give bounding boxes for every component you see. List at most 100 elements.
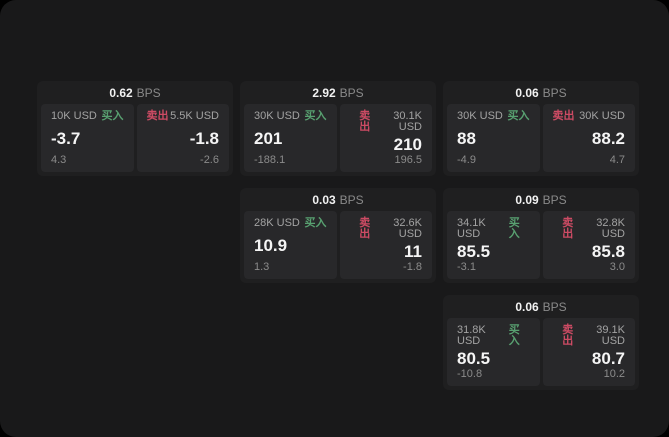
quote-card: 2.92 BPS 30K USD 买入 201 -188.1 卖出 30.1K …: [240, 81, 436, 176]
bps-unit-label: BPS: [136, 85, 161, 100]
quote-card: 0.62 BPS 10K USD 买入 -3.7 4.3 卖出 5.5K USD: [37, 81, 233, 176]
sell-label: 卖出: [146, 110, 169, 122]
sell-label: 卖出: [552, 110, 575, 122]
buy-panel[interactable]: 30K USD 买入 88 -4.9: [447, 104, 540, 172]
buy-delta: -10.8: [457, 368, 483, 380]
sell-panel[interactable]: 卖出 32.6K USD 11 -1.8: [339, 211, 432, 279]
card-header: 0.06 BPS: [447, 295, 635, 318]
sell-size: 30.1K USD: [393, 110, 422, 133]
bps-unit-label: BPS: [542, 85, 567, 100]
sell-panel-top: 卖出 32.6K USD: [350, 217, 422, 240]
card-header: 0.62 BPS: [41, 81, 229, 104]
card-header: 0.09 BPS: [447, 188, 635, 211]
buy-sell-panels: 31.8K USD 买入 80.5 -10.8 卖出 39.1K USD 80.…: [447, 318, 635, 386]
buy-price: -3.7: [51, 129, 81, 148]
bps-value: 2.92: [312, 85, 336, 100]
buy-panel[interactable]: 31.8K USD 买入 80.5 -10.8: [447, 318, 540, 386]
quote-cards-grid: 0.62 BPS 10K USD 买入 -3.7 4.3 卖出 5.5K USD: [37, 81, 639, 390]
buy-sell-panels: 10K USD 买入 -3.7 4.3 卖出 5.5K USD -1.8 -2.…: [41, 104, 229, 172]
sell-size: 30K USD: [579, 110, 625, 122]
buy-panel[interactable]: 10K USD 买入 -3.7 4.3: [41, 104, 134, 172]
bps-value: 0.06: [515, 299, 539, 314]
sell-price: 11: [404, 241, 422, 261]
buy-delta: -3.1: [457, 261, 476, 273]
buy-label: 买入: [101, 110, 124, 122]
sell-delta: 4.7: [609, 154, 625, 166]
sell-panel[interactable]: 卖出 39.1K USD 80.7 10.2: [542, 318, 635, 386]
buy-size: 34.1K USD: [457, 217, 486, 240]
bps-value: 0.03: [312, 192, 336, 207]
bps-unit-label: BPS: [339, 85, 364, 100]
buy-panel-top: 30K USD 买入: [457, 111, 530, 122]
sell-panel[interactable]: 卖出 5.5K USD -1.8 -2.6: [136, 104, 229, 172]
buy-label: 买入: [508, 324, 520, 347]
sell-panel-top: 卖出 32.8K USD: [553, 217, 625, 240]
buy-panel[interactable]: 28K USD 买入 10.9 1.3: [244, 211, 337, 279]
buy-panel-top: 10K USD 买入: [51, 111, 124, 122]
bps-unit-label: BPS: [339, 192, 364, 207]
sell-price: 210: [393, 134, 422, 154]
sell-panel-top: 卖出 5.5K USD: [147, 111, 220, 122]
bps-unit-label: BPS: [542, 192, 567, 207]
sell-price: -1.8: [189, 129, 219, 148]
sell-price: 85.8: [591, 241, 625, 261]
buy-size: 28K USD: [254, 217, 300, 229]
buy-sell-panels: 34.1K USD 买入 85.5 -3.1 卖出 32.8K USD 85.8…: [447, 211, 635, 279]
bps-unit-label: BPS: [542, 299, 567, 314]
sell-panel-top: 卖出 30.1K USD: [350, 110, 422, 133]
sell-panel[interactable]: 卖出 32.8K USD 85.8 3.0: [542, 211, 635, 279]
buy-label: 买入: [507, 110, 530, 122]
sell-delta: 196.5: [394, 154, 422, 166]
buy-price: 80.5: [457, 348, 491, 368]
buy-panel[interactable]: 30K USD 买入 201 -188.1: [244, 104, 337, 172]
buy-panel-top: 30K USD 买入: [254, 111, 327, 122]
buy-delta: 1.3: [254, 261, 270, 273]
sell-size: 5.5K USD: [170, 110, 219, 122]
card-header: 0.06 BPS: [447, 81, 635, 104]
sell-label: 卖出: [359, 217, 371, 240]
quote-card: 0.03 BPS 28K USD 买入 10.9 1.3 卖出 32.6K US…: [240, 188, 436, 283]
sell-panel[interactable]: 卖出 30K USD 88.2 4.7: [542, 104, 635, 172]
sell-delta: -1.8: [403, 261, 422, 273]
buy-panel-top: 34.1K USD 买入: [457, 218, 530, 240]
sell-panel-top: 卖出 30K USD: [553, 111, 626, 122]
buy-size: 10K USD: [51, 110, 97, 122]
bps-value: 0.09: [515, 192, 539, 207]
sell-label: 卖出: [359, 110, 371, 133]
sell-panel-top: 卖出 39.1K USD: [553, 324, 625, 347]
sell-size: 32.6K USD: [393, 217, 422, 240]
buy-size: 30K USD: [254, 110, 300, 122]
buy-price: 85.5: [457, 241, 491, 261]
buy-sell-panels: 30K USD 买入 88 -4.9 卖出 30K USD 88.2 4.7: [447, 104, 635, 172]
buy-size: 31.8K USD: [457, 324, 486, 347]
buy-size: 30K USD: [457, 110, 503, 122]
buy-price: 201: [254, 129, 283, 148]
bps-value: 0.06: [515, 85, 539, 100]
buy-panel-top: 31.8K USD 买入: [457, 325, 530, 347]
sell-price: 88.2: [591, 129, 625, 148]
quote-card: 0.09 BPS 34.1K USD 买入 85.5 -3.1 卖出 32.8K…: [443, 188, 639, 283]
sell-delta: 3.0: [609, 261, 625, 273]
buy-sell-panels: 30K USD 买入 201 -188.1 卖出 30.1K USD 210 1…: [244, 104, 432, 172]
quote-card: 0.06 BPS 30K USD 买入 88 -4.9 卖出 30K USD: [443, 81, 639, 176]
buy-label: 买入: [304, 217, 327, 229]
sell-panel[interactable]: 卖出 30.1K USD 210 196.5: [339, 104, 432, 172]
sell-price: 80.7: [591, 348, 625, 368]
sell-label: 卖出: [562, 217, 574, 240]
buy-panel[interactable]: 34.1K USD 买入 85.5 -3.1: [447, 211, 540, 279]
buy-label: 买入: [508, 217, 520, 240]
buy-delta: -4.9: [457, 154, 476, 166]
buy-sell-panels: 28K USD 买入 10.9 1.3 卖出 32.6K USD 11 -1.8: [244, 211, 432, 279]
buy-price: 88: [457, 129, 476, 148]
sell-size: 32.8K USD: [596, 217, 625, 240]
sell-label: 卖出: [562, 324, 574, 347]
sell-delta: 10.2: [603, 368, 625, 380]
sell-size: 39.1K USD: [596, 324, 625, 347]
buy-delta: -188.1: [254, 154, 286, 166]
buy-delta: 4.3: [51, 154, 67, 166]
card-header: 2.92 BPS: [244, 81, 432, 104]
quote-card: 0.06 BPS 31.8K USD 买入 80.5 -10.8 卖出 39.1…: [443, 295, 639, 390]
buy-label: 买入: [304, 110, 327, 122]
sell-delta: -2.6: [200, 154, 219, 166]
